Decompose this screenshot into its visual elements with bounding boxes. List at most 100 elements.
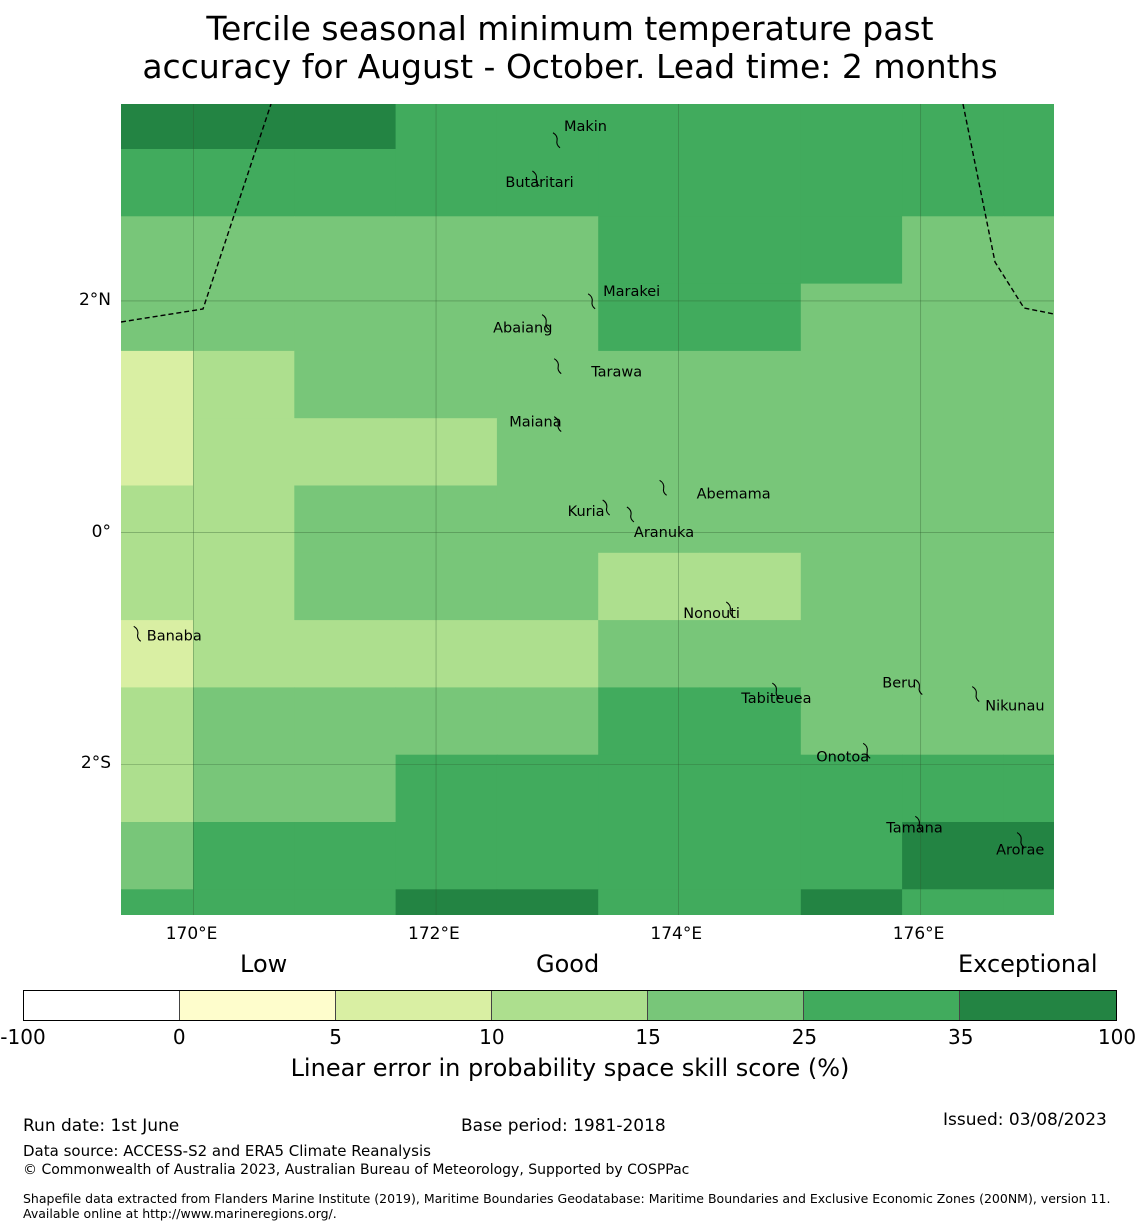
colorbar-segment (336, 991, 492, 1020)
grid-cell (699, 485, 802, 554)
islands: Makin Butaritari Marakei Abaiang Tarawa Maian… (133, 119, 1045, 859)
map-title: Tercile seasonal minimum temperature pas… (0, 10, 1140, 86)
grid-cell (800, 149, 903, 217)
grid-cell (1003, 889, 1054, 915)
grid-cell (294, 350, 397, 419)
grid-cell (902, 889, 1004, 915)
grid-cell (496, 216, 599, 285)
grid-cell (294, 104, 397, 150)
grid-cell (193, 822, 295, 890)
grid-cell (598, 687, 700, 756)
island-label: Aranuka (634, 525, 694, 541)
grid-cell (1003, 283, 1054, 352)
colorbar-tick-label: 35 (947, 1025, 974, 1049)
eez-boundaries (121, 104, 1054, 323)
data-source: Data source: ACCESS-S2 and ERA5 Climate … (23, 1142, 431, 1160)
grid-cell (902, 552, 1004, 621)
grid-cell (1003, 822, 1054, 890)
colorbar-tick-label: 0 (172, 1025, 186, 1049)
colorbar-tick-label: 100 (1097, 1025, 1137, 1049)
grid-cell (902, 485, 1004, 554)
grid-cell (121, 149, 194, 217)
grid-cell (598, 149, 700, 217)
grid-cell (800, 350, 903, 419)
grid-cell (800, 889, 903, 915)
grid-cell (193, 149, 295, 217)
grid-cell (598, 889, 700, 915)
grid-cell (598, 822, 700, 890)
grid-cell (294, 283, 397, 352)
colorbar-tick-label: 15 (635, 1025, 661, 1049)
grid-cell (598, 620, 700, 688)
grid-cell (902, 620, 1004, 688)
grid-cell (800, 104, 903, 150)
grid-cell (121, 620, 194, 688)
island-outline (626, 506, 635, 523)
grid-cell (395, 687, 498, 756)
grid-cell (121, 822, 194, 890)
grid-cell (294, 687, 397, 756)
grid-cell (294, 889, 397, 915)
grid-cell (1003, 620, 1054, 688)
grid-cell (121, 350, 194, 419)
island-label: Butaritari (505, 175, 573, 191)
grid-cell (902, 216, 1004, 285)
island-outline (587, 293, 596, 310)
island-label: Nonouti (683, 606, 740, 622)
island-label: Makin (564, 119, 607, 135)
colorbar-segment (492, 991, 648, 1020)
grid-cell (1003, 485, 1054, 554)
colorbar (23, 990, 1117, 1021)
island-outline (914, 815, 923, 832)
eez-boundary-west (121, 104, 272, 323)
grid-cell (1003, 687, 1054, 756)
grid-cell (395, 418, 498, 486)
grid-cell (496, 418, 599, 486)
grid-cell (193, 350, 295, 419)
grid-cell (294, 216, 397, 285)
grid-cell (496, 889, 599, 915)
grid-cell (699, 687, 802, 756)
grid-cell (121, 889, 194, 915)
grid-cell (699, 620, 802, 688)
grid-cell (121, 687, 194, 756)
grid-cell (496, 104, 599, 150)
grid-cell (294, 149, 397, 217)
grid-cell (193, 283, 295, 352)
island-label: Tamana (885, 820, 942, 836)
grid-cell (496, 620, 599, 688)
grid-cell (193, 620, 295, 688)
graticule (121, 104, 1054, 915)
grid-cell (193, 485, 295, 554)
grid-cell (699, 754, 802, 823)
grid-cell (1003, 149, 1054, 217)
island-outline (862, 742, 871, 759)
grid-cell (800, 283, 903, 352)
copyright: © Commonwealth of Australia 2023, Austra… (23, 1162, 690, 1178)
island-label: Marakei (603, 284, 660, 300)
island-outline (914, 679, 923, 696)
grid-cell (496, 687, 599, 756)
grid-cell (598, 283, 700, 352)
grid-cell (496, 149, 599, 217)
island-label: Tabiteuea (740, 691, 811, 707)
grid-cell (598, 552, 700, 621)
grid-cell (121, 283, 194, 352)
grid-cell (699, 216, 802, 285)
grid-cell (699, 283, 802, 352)
island-label: Abemama (697, 486, 771, 502)
island-label: Nikunau (985, 699, 1044, 715)
grid-cell (1003, 216, 1054, 285)
grid-cell (121, 418, 194, 486)
lon-tick-label: 176°E (892, 924, 945, 944)
grid-cell (902, 822, 1004, 890)
grid-cell (699, 350, 802, 419)
run-date: Run date: 1st June (23, 1116, 180, 1136)
island-outline (725, 601, 734, 618)
island-outline (971, 686, 980, 702)
colorbar-segment (648, 991, 804, 1020)
grid-cell (800, 754, 903, 823)
category-good: Good (536, 950, 600, 978)
grid-cell (800, 216, 903, 285)
grid-cell (395, 620, 498, 688)
